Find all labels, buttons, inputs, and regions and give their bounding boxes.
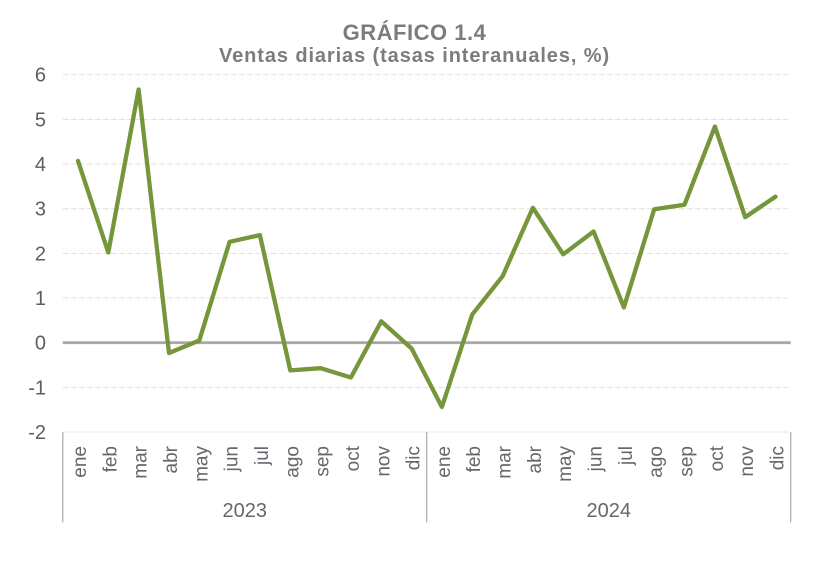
svg-text:mar: mar	[131, 445, 152, 478]
svg-text:nov: nov	[373, 446, 394, 477]
svg-text:dic: dic	[404, 446, 425, 470]
svg-text:5: 5	[35, 109, 46, 131]
svg-text:-1: -1	[28, 377, 46, 399]
svg-text:1: 1	[35, 288, 46, 310]
svg-text:ene: ene	[70, 446, 91, 478]
svg-text:may: may	[191, 446, 212, 482]
svg-text:2024: 2024	[587, 500, 632, 522]
svg-text:feb: feb	[100, 446, 121, 472]
svg-text:sep: sep	[313, 446, 334, 477]
svg-text:mar: mar	[495, 445, 516, 478]
svg-text:jun: jun	[222, 446, 243, 472]
svg-text:jun: jun	[586, 446, 607, 472]
svg-text:may: may	[555, 446, 576, 482]
svg-text:oct: oct	[707, 445, 728, 471]
svg-text:abr: abr	[525, 445, 546, 473]
svg-text:3: 3	[35, 199, 46, 221]
svg-text:0: 0	[35, 333, 46, 355]
svg-text:abr: abr	[161, 445, 182, 473]
svg-text:jul: jul	[616, 446, 637, 466]
svg-text:-2: -2	[28, 422, 46, 444]
svg-text:feb: feb	[464, 446, 485, 472]
svg-text:ago: ago	[646, 446, 667, 478]
svg-text:2: 2	[35, 243, 46, 265]
svg-text:jul: jul	[252, 446, 273, 466]
svg-text:dic: dic	[768, 446, 789, 470]
svg-text:2023: 2023	[223, 500, 268, 522]
svg-text:ene: ene	[434, 446, 455, 478]
svg-text:oct: oct	[343, 445, 364, 471]
svg-text:4: 4	[35, 154, 46, 176]
svg-text:ago: ago	[282, 446, 303, 478]
svg-text:sep: sep	[677, 446, 698, 477]
svg-text:6: 6	[35, 65, 46, 87]
svg-text:nov: nov	[737, 446, 758, 477]
